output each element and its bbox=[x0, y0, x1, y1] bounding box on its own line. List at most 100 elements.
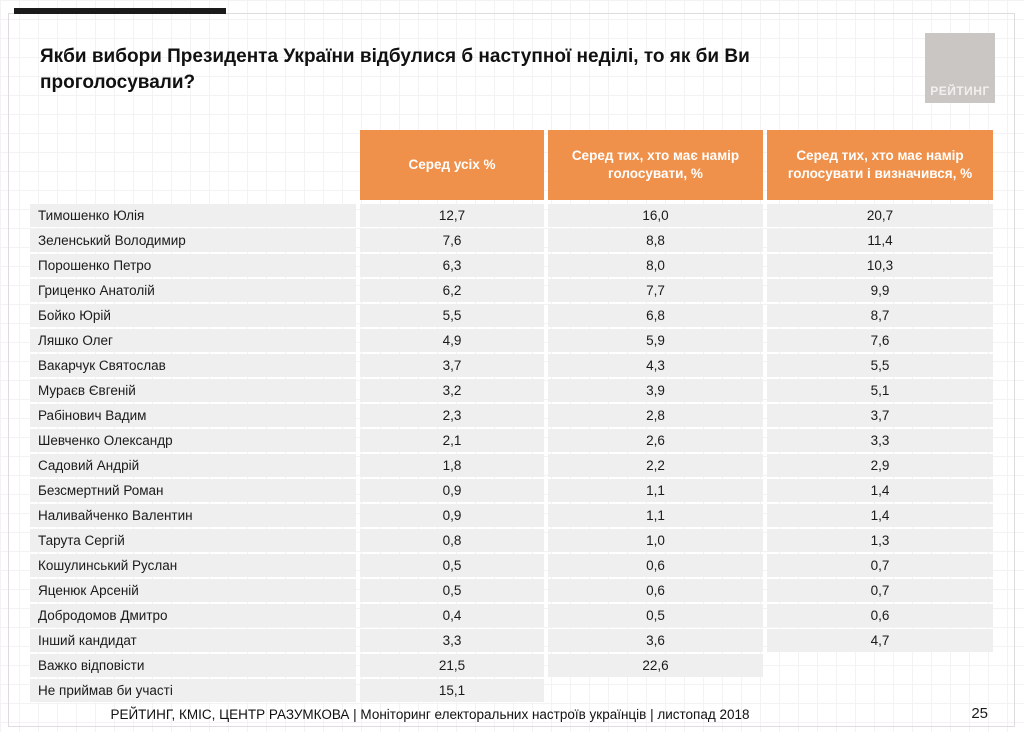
table-row: Мураєв Євгеній 3,2 3,9 5,1 bbox=[30, 379, 993, 402]
value-cell: 0,5 bbox=[360, 579, 544, 602]
rating-logo-text: РЕЙТИНГ bbox=[930, 84, 990, 98]
value-cell: 4,3 bbox=[548, 354, 763, 377]
slide-border bbox=[8, 13, 1015, 727]
value-cell: 2,6 bbox=[548, 429, 763, 452]
candidate-name: Шевченко Олександр bbox=[30, 429, 356, 452]
candidate-name: Бойко Юрій bbox=[30, 304, 356, 327]
value-cell: 1,4 bbox=[767, 504, 993, 527]
value-cell: 0,6 bbox=[548, 579, 763, 602]
value-cell: 0,6 bbox=[548, 554, 763, 577]
value-cell: 0,9 bbox=[360, 479, 544, 502]
value-cell: 15,1 bbox=[360, 679, 544, 702]
table-row: Безсмертний Роман 0,9 1,1 1,4 bbox=[30, 479, 993, 502]
value-cell: 2,8 bbox=[548, 404, 763, 427]
table-row: Тимошенко Юлія 12,7 16,0 20,7 bbox=[30, 204, 993, 227]
value-cell: 5,5 bbox=[360, 304, 544, 327]
candidate-name: Садовий Андрій bbox=[30, 454, 356, 477]
candidate-name: Тарута Сергій bbox=[30, 529, 356, 552]
column-header-intend-and-decided: Серед тих, хто має намір голосувати і ви… bbox=[767, 130, 993, 200]
value-cell: 0,7 bbox=[767, 579, 993, 602]
value-cell: 8,8 bbox=[548, 229, 763, 252]
candidate-name: Мураєв Євгеній bbox=[30, 379, 356, 402]
value-cell: 11,4 bbox=[767, 229, 993, 252]
value-cell: 8,7 bbox=[767, 304, 993, 327]
footer-source: РЕЙТИНГ, КМІС, ЦЕНТР РАЗУМКОВА | Монітор… bbox=[110, 707, 750, 722]
value-cell: 0,9 bbox=[360, 504, 544, 527]
value-cell: 1,8 bbox=[360, 454, 544, 477]
value-cell: 0,7 bbox=[767, 554, 993, 577]
value-cell: 4,9 bbox=[360, 329, 544, 352]
value-cell: 2,3 bbox=[360, 404, 544, 427]
table-row: Не приймав би участі 15,1 bbox=[30, 679, 993, 702]
value-cell: 7,6 bbox=[767, 329, 993, 352]
candidate-name: Не приймав би участі bbox=[30, 679, 356, 702]
candidate-name: Гриценко Анатолій bbox=[30, 279, 356, 302]
value-cell: 3,9 bbox=[548, 379, 763, 402]
header-spacer bbox=[30, 130, 356, 200]
candidate-name: Рабінович Вадим bbox=[30, 404, 356, 427]
value-cell: 16,0 bbox=[548, 204, 763, 227]
value-cell: 9,9 bbox=[767, 279, 993, 302]
value-cell: 21,5 bbox=[360, 654, 544, 677]
candidate-name: Інший кандидат bbox=[30, 629, 356, 652]
value-cell: 3,2 bbox=[360, 379, 544, 402]
value-cell: 3,7 bbox=[767, 404, 993, 427]
table-row: Садовий Андрій 1,8 2,2 2,9 bbox=[30, 454, 993, 477]
column-header-intend-to-vote: Серед тих, хто має намір голосувати, % bbox=[548, 130, 763, 200]
value-cell: 3,3 bbox=[360, 629, 544, 652]
table-row: Ляшко Олег 4,9 5,9 7,6 bbox=[30, 329, 993, 352]
candidate-name: Важко відповісти bbox=[30, 654, 356, 677]
table-row: Порошенко Петро 6,3 8,0 10,3 bbox=[30, 254, 993, 277]
value-cell: 2,9 bbox=[767, 454, 993, 477]
value-cell: 20,7 bbox=[767, 204, 993, 227]
candidate-name: Тимошенко Юлія bbox=[30, 204, 356, 227]
value-cell: 8,0 bbox=[548, 254, 763, 277]
table-row: Тарута Сергій 0,8 1,0 1,3 bbox=[30, 529, 993, 552]
candidate-name: Яценюк Арсеній bbox=[30, 579, 356, 602]
value-cell: 10,3 bbox=[767, 254, 993, 277]
value-cell: 22,6 bbox=[548, 654, 763, 677]
table-row: Зеленський Володимир 7,6 8,8 11,4 bbox=[30, 229, 993, 252]
value-cell: 1,1 bbox=[548, 479, 763, 502]
table-row: Гриценко Анатолій 6,2 7,7 9,9 bbox=[30, 279, 993, 302]
value-cell: 7,7 bbox=[548, 279, 763, 302]
table-row: Бойко Юрій 5,5 6,8 8,7 bbox=[30, 304, 993, 327]
table-header: Серед усіх % Серед тих, хто має намір го… bbox=[30, 130, 993, 200]
value-cell: 1,3 bbox=[767, 529, 993, 552]
candidate-name: Вакарчук Святослав bbox=[30, 354, 356, 377]
candidate-name: Ляшко Олег bbox=[30, 329, 356, 352]
candidate-name: Порошенко Петро bbox=[30, 254, 356, 277]
table-row: Вакарчук Святослав 3,7 4,3 5,5 bbox=[30, 354, 993, 377]
value-cell: 6,3 bbox=[360, 254, 544, 277]
column-header-among-all: Серед усіх % bbox=[360, 130, 544, 200]
value-cell: 2,2 bbox=[548, 454, 763, 477]
value-cell: 5,9 bbox=[548, 329, 763, 352]
value-cell: 12,7 bbox=[360, 204, 544, 227]
table-row: Важко відповісти 21,5 22,6 bbox=[30, 654, 993, 677]
value-cell: 1,0 bbox=[548, 529, 763, 552]
candidate-name: Безсмертний Роман bbox=[30, 479, 356, 502]
table-row: Інший кандидат 3,3 3,6 4,7 bbox=[30, 629, 993, 652]
value-cell: 6,2 bbox=[360, 279, 544, 302]
page-title: Якби вибори Президента України відбулися… bbox=[40, 46, 750, 94]
value-cell: 3,3 bbox=[767, 429, 993, 452]
page-number: 25 bbox=[971, 705, 988, 722]
empty-cell bbox=[548, 679, 763, 702]
value-cell: 2,1 bbox=[360, 429, 544, 452]
value-cell: 0,8 bbox=[360, 529, 544, 552]
value-cell: 4,7 bbox=[767, 629, 993, 652]
table-row: Рабінович Вадим 2,3 2,8 3,7 bbox=[30, 404, 993, 427]
value-cell: 0,4 bbox=[360, 604, 544, 627]
value-cell: 6,8 bbox=[548, 304, 763, 327]
candidate-name: Кошулинський Руслан bbox=[30, 554, 356, 577]
value-cell: 3,6 bbox=[548, 629, 763, 652]
table-row: Наливайченко Валентин 0,9 1,1 1,4 bbox=[30, 504, 993, 527]
value-cell: 5,1 bbox=[767, 379, 993, 402]
candidate-name: Добродомов Дмитро bbox=[30, 604, 356, 627]
value-cell: 1,1 bbox=[548, 504, 763, 527]
table-body: Тимошенко Юлія 12,7 16,0 20,7 Зеленський Вол… bbox=[30, 204, 993, 704]
table-row: Шевченко Олександр 2,1 2,6 3,3 bbox=[30, 429, 993, 452]
value-cell: 0,5 bbox=[548, 604, 763, 627]
table-row: Яценюк Арсеній 0,5 0,6 0,7 bbox=[30, 579, 993, 602]
